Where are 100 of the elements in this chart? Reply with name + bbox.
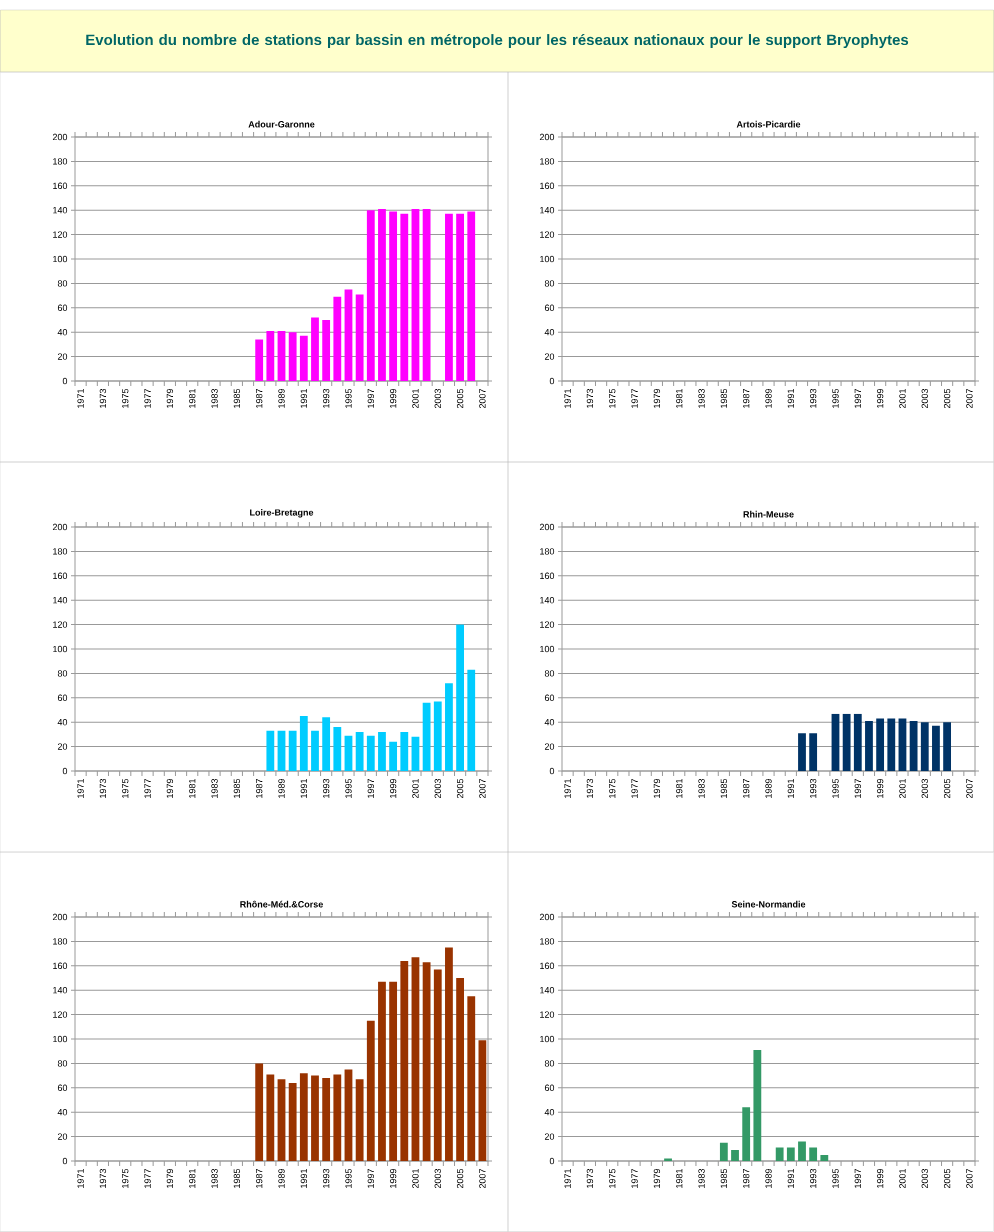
x-tick-label: 1991: [787, 388, 795, 408]
x-tick-label: 2003: [921, 778, 928, 799]
x-tick-label: 1987: [255, 1169, 263, 1188]
x-tick-label: 1975: [122, 1168, 129, 1188]
x-tick-label: 2007: [479, 1169, 486, 1189]
bar: [411, 957, 420, 1162]
bar: [445, 213, 453, 382]
x-tick-label: 1999: [389, 1168, 397, 1188]
y-tick-label: 0: [549, 1157, 555, 1165]
x-tick-label: 1981: [189, 778, 196, 798]
bar: [909, 720, 918, 772]
x-tick-label: 1983: [211, 778, 218, 798]
x-tick-label: 1979: [653, 778, 661, 798]
bar: [887, 718, 896, 772]
y-tick-label: 200: [539, 133, 555, 141]
y-tick-label: 140: [540, 597, 555, 604]
x-tick-label: 1993: [322, 388, 330, 408]
x-tick-label: 1981: [189, 388, 196, 408]
bar: [920, 722, 929, 772]
x-tick-label: 1995: [832, 388, 839, 408]
x-tick-label: 1985: [720, 778, 728, 798]
x-tick-label: 1993: [322, 1168, 330, 1188]
y-tick-label: 200: [539, 523, 555, 531]
bar: [355, 1079, 364, 1162]
bar: [366, 735, 375, 772]
x-tick-label: 1985: [233, 1168, 241, 1188]
x-tick-label: 1999: [389, 778, 397, 798]
bar: [456, 624, 465, 772]
y-tick-label: 80: [57, 1060, 68, 1067]
y-tick-label: 20: [57, 353, 68, 360]
y-tick-label: 20: [57, 1133, 68, 1140]
y-tick-label: 100: [540, 255, 555, 263]
x-tick-label: 1985: [720, 388, 728, 408]
bar: [809, 1147, 818, 1162]
bar: [389, 981, 398, 1162]
x-tick-label: 2005: [943, 1168, 951, 1189]
x-tick-label: 1981: [676, 388, 683, 408]
x-tick-label: 1997: [367, 1169, 374, 1188]
x-tick-label: 1987: [742, 779, 750, 798]
y-tick-label: 60: [57, 1084, 68, 1092]
chart-title: Seine-Normandie: [731, 900, 806, 908]
x-tick-label: 2001: [412, 388, 419, 409]
y-tick-label: 100: [540, 1035, 555, 1043]
x-tick-label: 1975: [609, 778, 616, 798]
bar: [266, 730, 275, 772]
x-tick-label: 1993: [809, 388, 817, 408]
bar: [456, 978, 465, 1162]
bar: [389, 211, 398, 382]
y-tick-label: 160: [53, 572, 68, 579]
bar: [389, 741, 398, 772]
bar: [422, 962, 431, 1162]
x-tick-label: 1975: [609, 1168, 616, 1188]
bar: [786, 1147, 795, 1162]
bar: [355, 294, 364, 382]
x-tick-label: 2003: [434, 778, 441, 799]
x-tick-label: 2005: [456, 778, 464, 799]
bar: [378, 208, 386, 382]
bar: [731, 1150, 739, 1162]
y-tick-label: 40: [57, 1109, 68, 1116]
bar: [876, 718, 885, 772]
x-tick-label: 1991: [787, 1168, 795, 1188]
bar: [842, 713, 851, 772]
bar: [255, 1063, 264, 1162]
x-tick-label: 1989: [765, 388, 772, 408]
x-tick-label: 1979: [653, 1168, 661, 1188]
bar: [478, 1040, 487, 1162]
y-tick-label: 100: [53, 255, 68, 263]
y-tick-label: 180: [53, 938, 68, 945]
y-tick-label: 20: [544, 353, 555, 360]
bar: [433, 701, 442, 772]
x-tick-label: 1973: [586, 1168, 594, 1188]
x-tick-label: 1975: [122, 388, 129, 408]
x-tick-label: 1999: [876, 778, 884, 798]
x-tick-label: 1973: [99, 1168, 107, 1188]
x-tick-label: 1995: [345, 778, 352, 798]
x-tick-label: 2007: [966, 389, 973, 409]
bar: [311, 730, 319, 772]
x-tick-label: 2005: [943, 778, 951, 799]
x-tick-label: 1993: [809, 778, 817, 798]
bar: [798, 733, 806, 772]
chart-title: Artois-Picardie: [736, 120, 801, 128]
y-tick-label: 60: [57, 304, 68, 311]
bar: [333, 1074, 342, 1162]
y-tick-label: 100: [53, 645, 68, 653]
x-tick-label: 1987: [742, 1169, 750, 1188]
x-tick-label: 1981: [676, 1168, 683, 1188]
x-tick-label: 2005: [456, 388, 464, 409]
x-tick-label: 1997: [854, 779, 861, 798]
bar: [411, 208, 420, 382]
x-tick-label: 1975: [609, 388, 616, 408]
bar: [322, 717, 331, 772]
bar: [333, 296, 342, 382]
bar: [422, 702, 431, 772]
x-tick-label: 1989: [278, 1168, 285, 1188]
x-tick-label: 1995: [832, 1168, 839, 1188]
x-tick-label: 2001: [412, 1168, 419, 1189]
text: Evolution du nombre de stations par bassin en métropole pour les réseaux nationaux pour le support Bryophytes: [86, 33, 909, 49]
bar: [456, 213, 465, 382]
x-tick-label: 1987: [255, 779, 263, 798]
chart-title: Adour-Garonne: [248, 120, 315, 128]
